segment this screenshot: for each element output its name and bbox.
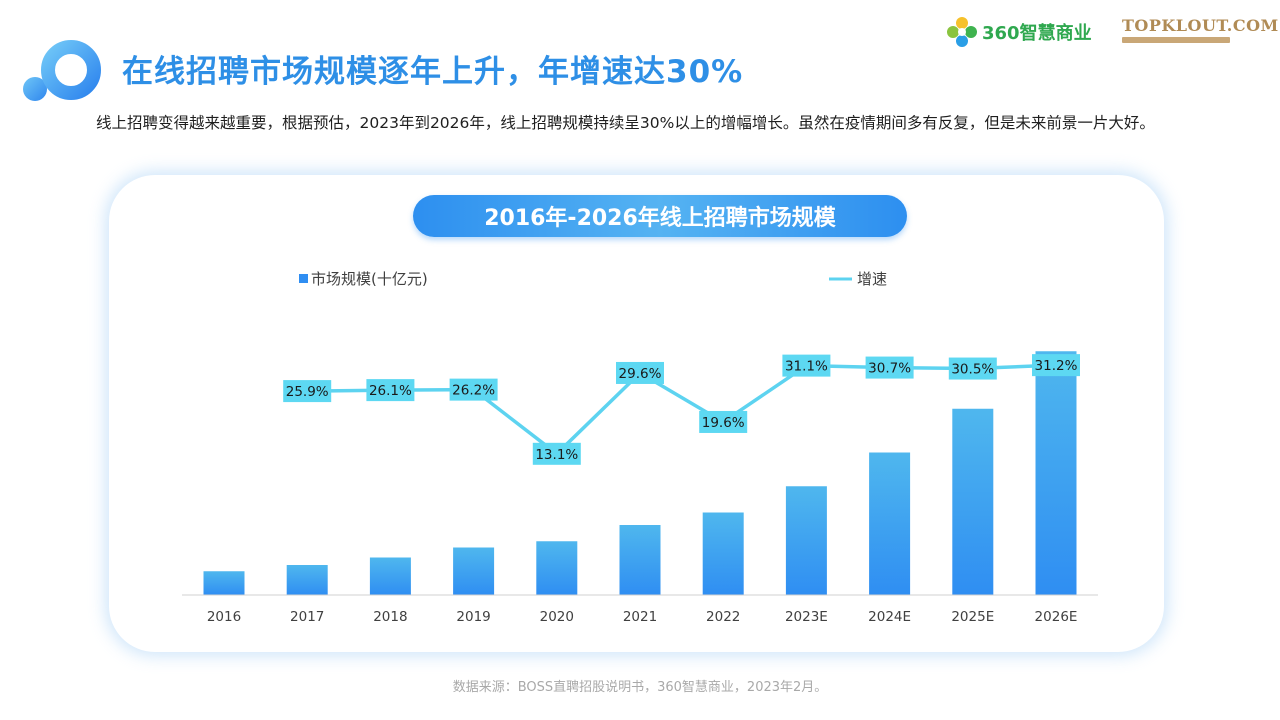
growth-label-text: 26.2% (452, 383, 495, 399)
brand-topklout-bar (1122, 37, 1230, 43)
brand-topklout-text: TOPKLOUT.COM (1122, 16, 1279, 35)
legend-bar-label: 市场规模(十亿元) (311, 270, 428, 288)
growth-label-box (782, 354, 831, 377)
legend-bar-swatch (299, 274, 308, 283)
x-tick-label-2019: 2019 (456, 609, 490, 625)
growth-label-box (616, 361, 664, 384)
growth-label-box (1032, 354, 1080, 377)
growth-label-2024E: 30.7% (865, 356, 914, 379)
growth-label-2026E: 31.2% (1032, 354, 1080, 377)
bar-2019 (453, 547, 495, 595)
x-tick-label-2018: 2018 (373, 609, 407, 625)
flower-logo-icon (947, 17, 977, 47)
bar-2016 (203, 571, 245, 595)
growth-label-2023E: 31.1% (782, 354, 831, 377)
growth-label-text: 13.1% (535, 447, 578, 463)
logo-rings-icon (23, 40, 101, 101)
bar-2025E (952, 408, 994, 595)
bar-2020 (536, 541, 578, 595)
growth-label-text: 30.5% (951, 362, 994, 378)
growth-label-box (366, 379, 415, 402)
source-note: 数据来源：BOSS直聘招股说明书，360智慧商业，2023年2月。 (452, 680, 828, 695)
growth-label-box (283, 380, 332, 403)
bar-2024E (869, 452, 911, 595)
x-tick-label-2024E: 2024E (868, 609, 911, 625)
x-tick-label-2016: 2016 (207, 609, 241, 625)
growth-line (307, 363, 1057, 456)
x-tick-label-2020: 2020 (540, 609, 574, 625)
bar-2023E (785, 486, 827, 595)
growth-label-text: 19.6% (702, 415, 745, 431)
bar-2026E (1035, 351, 1077, 595)
growth-label-text: 31.1% (785, 359, 828, 375)
growth-label-2020: 13.1% (532, 442, 581, 465)
brand-topklout-logo: TOPKLOUT.COM (1122, 16, 1278, 43)
growth-label-box (532, 442, 581, 465)
legend-line-label: 增速 (857, 270, 887, 288)
growth-label-text: 30.7% (868, 361, 911, 377)
growth-label-box (948, 357, 997, 380)
page-title: 在线招聘市场规模逐年上升，年增速达30% (122, 54, 744, 90)
x-tick-label-2017: 2017 (290, 609, 324, 625)
brand-360-text: 360智慧商业 (982, 23, 1092, 44)
growth-label-box (699, 410, 748, 433)
brand-360-logo: 360智慧商业 (946, 14, 1092, 50)
bar-2022 (702, 512, 744, 595)
growth-label-2018: 26.1% (366, 379, 415, 402)
bar-2018 (369, 557, 411, 595)
bar-2017 (286, 565, 328, 595)
growth-label-text: 26.1% (369, 383, 412, 399)
x-tick-label-2022: 2022 (706, 609, 740, 625)
growth-label-2019: 26.2% (449, 378, 498, 401)
growth-label-2017: 25.9% (283, 380, 332, 403)
x-tick-label-2021: 2021 (623, 609, 657, 625)
growth-label-box (449, 378, 498, 401)
growth-label-2025E: 30.5% (948, 357, 997, 380)
growth-label-text: 29.6% (619, 366, 662, 382)
growth-label-text: 25.9% (286, 384, 329, 400)
growth-label-text: 31.2% (1035, 358, 1078, 374)
bar-2021 (619, 525, 661, 595)
growth-label-box (865, 356, 914, 379)
x-tick-label-2023E: 2023E (785, 609, 828, 625)
x-tick-label-2026E: 2026E (1035, 609, 1078, 625)
subtitle: 线上招聘变得越来越重要，根据预估，2023年到2026年，线上招聘规模持续呈30… (96, 114, 1155, 132)
x-tick-label-2025E: 2025E (951, 609, 994, 625)
growth-label-2021: 29.6% (616, 361, 664, 384)
chart-title: 2016年-2026年线上招聘市场规模 (413, 195, 907, 237)
growth-label-2022: 19.6% (699, 410, 748, 433)
